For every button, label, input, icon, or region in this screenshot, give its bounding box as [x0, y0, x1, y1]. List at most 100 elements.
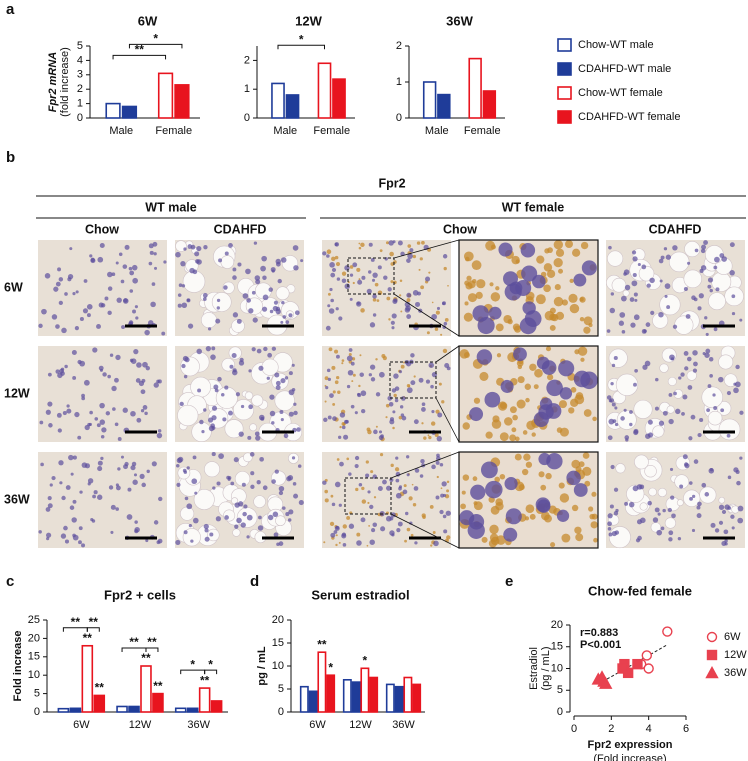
- stain: [372, 298, 377, 302]
- legend-swatch: [557, 38, 572, 52]
- nucleus: [566, 470, 581, 486]
- nucleus: [706, 408, 711, 413]
- nucleus: [361, 275, 366, 280]
- nucleus: [282, 315, 287, 319]
- nucleus: [392, 240, 396, 244]
- nucleus: [184, 496, 189, 501]
- y-tick-label: 1: [77, 98, 83, 110]
- legend-label: CDAHFD-WT female: [578, 111, 680, 123]
- y-tick-label: 2: [244, 54, 250, 66]
- nucleus: [40, 462, 44, 467]
- bar: [317, 651, 327, 713]
- nucleus: [533, 411, 549, 427]
- tissue: [322, 452, 451, 548]
- stain: [440, 333, 443, 336]
- nucleus: [90, 517, 94, 522]
- nucleus: [243, 504, 248, 509]
- nucleus: [391, 326, 395, 330]
- nucleus: [421, 407, 426, 412]
- y-axis-sublabel: (fold increase): [59, 47, 71, 117]
- nucleus: [642, 364, 648, 370]
- nucleus: [188, 524, 192, 528]
- stain: [356, 532, 361, 537]
- nucleus: [372, 313, 377, 317]
- nucleus: [293, 265, 299, 271]
- panel-label: d: [250, 573, 259, 590]
- nucleus: [439, 462, 444, 467]
- nucleus: [57, 267, 62, 272]
- nucleus: [441, 481, 447, 487]
- nucleus: [442, 301, 447, 306]
- stain: [407, 244, 412, 248]
- nucleus: [367, 490, 371, 494]
- significance-mark: **: [200, 673, 210, 687]
- vacuole: [180, 506, 195, 521]
- stain: [574, 526, 582, 534]
- nucleus: [634, 368, 638, 373]
- bar: [285, 94, 300, 119]
- nucleus: [182, 468, 187, 473]
- nucleus: [387, 287, 392, 292]
- nucleus: [110, 504, 116, 510]
- nucleus: [633, 429, 639, 436]
- nucleus: [327, 304, 331, 308]
- nucleus: [194, 491, 198, 495]
- nucleus: [104, 296, 109, 301]
- nucleus: [388, 240, 394, 246]
- bar: [342, 678, 352, 713]
- nucleus: [187, 323, 194, 329]
- nucleus: [657, 512, 661, 516]
- significance-mark: *: [299, 32, 304, 46]
- nucleus: [89, 410, 93, 415]
- nucleus: [158, 496, 163, 502]
- nucleus: [704, 316, 708, 320]
- y-tick-label: 15: [551, 641, 563, 653]
- bar: [271, 82, 285, 119]
- nucleus: [79, 490, 83, 494]
- stain: [476, 279, 486, 289]
- nucleus: [631, 280, 638, 287]
- stain: [427, 434, 430, 437]
- x-tick-label: 4: [646, 723, 652, 735]
- stain: [338, 541, 341, 544]
- legend-swatch: [557, 86, 572, 100]
- nucleus: [132, 309, 136, 314]
- nucleus: [325, 325, 331, 331]
- nucleus: [484, 391, 501, 408]
- nucleus: [41, 308, 47, 315]
- nucleus: [260, 416, 265, 421]
- nucleus: [697, 306, 702, 311]
- nucleus: [488, 306, 502, 320]
- chart-title: 12W: [295, 13, 322, 28]
- nucleus: [370, 377, 376, 382]
- vacuole: [674, 474, 690, 490]
- nucleus: [269, 394, 275, 400]
- stain: [390, 280, 394, 284]
- nucleus: [385, 515, 392, 522]
- y-tick-label: 10: [28, 669, 40, 681]
- nucleus: [641, 328, 647, 334]
- nucleus: [190, 539, 194, 543]
- significance-mark: *: [328, 660, 333, 674]
- nucleus: [439, 509, 444, 515]
- zoom-box: [389, 361, 437, 399]
- stain: [431, 301, 434, 304]
- nucleus: [624, 284, 631, 291]
- nucleus: [621, 330, 626, 334]
- stain: [572, 248, 581, 257]
- nucleus: [64, 292, 68, 296]
- chart-title: 36W: [446, 13, 473, 28]
- nucleus: [223, 285, 228, 290]
- nucleus: [129, 358, 134, 363]
- stain: [335, 262, 341, 267]
- nucleus: [78, 526, 83, 531]
- y-tick-label: 20: [551, 619, 563, 631]
- nucleus: [371, 528, 376, 533]
- nucleus: [609, 398, 615, 403]
- nucleus: [230, 481, 235, 486]
- nucleus: [723, 529, 729, 535]
- group-header: WT female: [502, 200, 565, 214]
- nucleus: [689, 497, 693, 501]
- nucleus: [663, 247, 668, 251]
